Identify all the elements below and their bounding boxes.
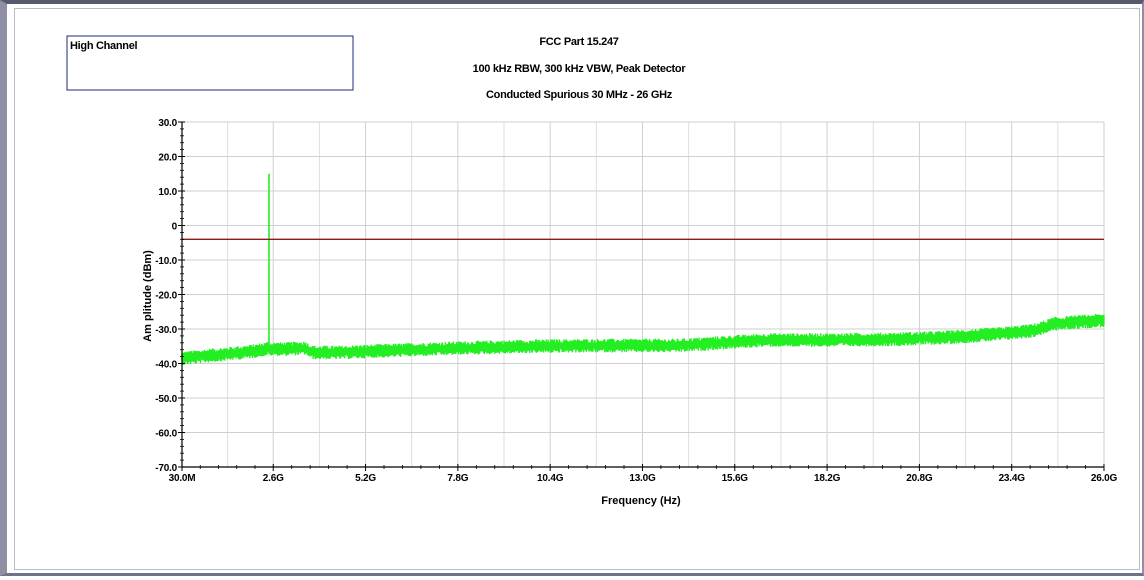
y-tick-label: -60.0 [155,429,177,440]
x-tick-label: 7.8G [447,473,468,484]
y-tick-label: -20.0 [155,291,177,302]
y-tick-label: 10.0 [158,187,177,198]
y-tick-label: -50.0 [155,394,177,405]
trace-layer [181,173,1105,366]
x-tick-label: 10.4G [537,473,564,484]
grid [181,121,1105,468]
x-tick-label: 2.6G [263,473,284,484]
legend-box [66,35,354,91]
x-tick-label: 23.4G [999,473,1026,484]
x-tick-label: 15.6G [722,473,749,484]
y-tick-label: 30.0 [158,118,177,129]
x-tick-label: 30.0M [169,473,196,484]
y-tick-label: -70.0 [155,463,177,474]
report-frame [14,8,1140,570]
x-tick-label: 18.2G [814,473,841,484]
y-tick-label: -30.0 [155,325,177,336]
x-tick-label: 26.0G [1091,473,1118,484]
x-axis-title: Frequency (Hz) [601,495,681,507]
y-axis-title: Am plitude (dBm) [142,250,154,342]
x-tick-label: 13.0G [629,473,656,484]
axes [178,121,1105,471]
spectrum-chart: High Channel FCC Part 15.247 100 kHz RBW… [66,35,1118,507]
tick-labels: 30.0 20.0 10.0 0 -10.0 -20.0 -30.0 -40.0 -50.0 -6… [155,118,1118,484]
chart-subtitle-settings: 100 kHz RBW, 300 kHz VBW, Peak Detector [473,63,687,75]
y-tick-label: -40.0 [155,360,177,371]
x-tick-label: 5.2G [355,473,376,484]
y-tick-label: -10.0 [155,256,177,267]
spectrum-trace [181,313,1105,366]
chart-subtitle-range: Conducted Spurious 30 MHz - 26 GHz [486,89,673,101]
y-tick-label: 20.0 [158,153,177,164]
legend-box-text: High Channel [70,40,138,52]
y-tick-label: 0 [172,222,178,233]
chart-title: FCC Part 15.247 [539,36,618,48]
x-tick-label: 20.8G [906,473,933,484]
